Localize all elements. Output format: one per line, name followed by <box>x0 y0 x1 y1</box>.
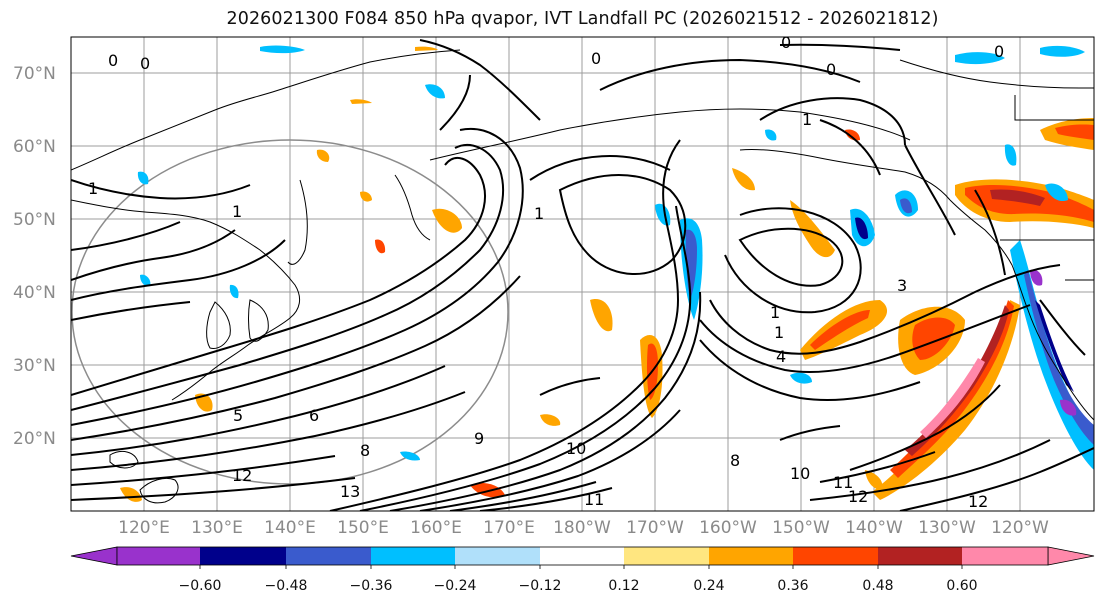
anomaly-fill <box>120 45 1094 502</box>
colorbar: −0.60 −0.48 −0.36 −0.24 −0.12 0.12 0.24 … <box>70 546 1095 594</box>
colorbar-segment <box>286 547 371 565</box>
colorbar-segment <box>200 547 286 565</box>
contour-label: 10 <box>790 464 810 483</box>
contour-label: 11 <box>833 473 853 492</box>
map-title: 2026021300 F084 850 hPa qvapor, IVT Land… <box>226 9 939 29</box>
longitude-labels: 120°E 130°E 140°E 150°E 160°E 170°E 180°… <box>118 518 1049 538</box>
contour-label: 12 <box>848 487 868 506</box>
contour-lines <box>71 39 1094 511</box>
colorbar-segment <box>371 547 455 565</box>
map-frame <box>70 36 1095 512</box>
contour-label: 5 <box>233 406 243 425</box>
colorbar-label: −0.24 <box>434 578 477 594</box>
colorbar-label: −0.60 <box>179 578 222 594</box>
contour-label: 0 <box>591 49 601 68</box>
colorbar-label: −0.36 <box>350 578 393 594</box>
contour-label: 0 <box>826 60 836 79</box>
colorbar-label: 0.60 <box>946 578 977 594</box>
contour-label: 3 <box>897 276 907 295</box>
coastlines <box>71 49 1094 504</box>
colorbar-segment <box>540 547 624 565</box>
contour-label: 4 <box>776 347 786 366</box>
lat-label: 70°N <box>13 64 56 84</box>
contour-label: 0 <box>140 54 150 73</box>
lon-label: 160°E <box>410 518 462 538</box>
contour-label: 0 <box>781 33 791 52</box>
lon-label: 130°E <box>191 518 243 538</box>
colorbar-right-extend <box>1047 546 1095 566</box>
contour-label: 1 <box>802 110 812 129</box>
contour-label: 1 <box>774 323 784 342</box>
lon-label: 140°E <box>264 518 316 538</box>
lat-label: 30°N <box>13 356 56 376</box>
lon-label: 140°W <box>845 518 903 538</box>
contour-label: 1 <box>232 202 242 221</box>
contour-label: 0 <box>994 42 1004 61</box>
colorbar-label: 0.12 <box>608 578 639 594</box>
gridlines <box>71 37 1094 511</box>
lon-label: 150°E <box>337 518 389 538</box>
lon-label: 180°W <box>553 518 611 538</box>
contour-label: 12 <box>232 466 252 485</box>
colorbar-label: −0.12 <box>519 578 562 594</box>
contour-label: 11 <box>584 490 604 509</box>
colorbar-label: 0.24 <box>693 578 724 594</box>
colorbar-segment <box>117 547 200 565</box>
colorbar-label: −0.48 <box>265 578 308 594</box>
lon-label: 170°W <box>626 518 684 538</box>
lon-label: 120°E <box>118 518 170 538</box>
lat-label: 20°N <box>13 429 56 449</box>
colorbar-segments <box>117 547 1048 565</box>
colorbar-left-extend <box>70 546 118 566</box>
colorbar-labels: −0.60 −0.48 −0.36 −0.24 −0.12 0.12 0.24 … <box>179 578 978 594</box>
colorbar-segment <box>455 547 540 565</box>
lat-label: 60°N <box>13 137 56 157</box>
lon-label: 150°W <box>772 518 830 538</box>
contour-label: 10 <box>566 439 586 458</box>
contour-label: 0 <box>108 51 118 70</box>
lon-label: 120°W <box>991 518 1049 538</box>
latitude-labels: 70°N 60°N 50°N 40°N 30°N 20°N <box>13 64 56 449</box>
colorbar-label: 0.48 <box>862 578 893 594</box>
contour-label: 8 <box>730 451 740 470</box>
lon-label: 160°W <box>699 518 757 538</box>
contour-label: 9 <box>474 429 484 448</box>
contour-label: 1 <box>534 204 544 223</box>
colorbar-segment <box>793 547 878 565</box>
contour-label: 8 <box>360 441 370 460</box>
colorbar-segment <box>709 547 793 565</box>
range-circle <box>71 139 509 485</box>
contour-label: 1 <box>770 303 780 322</box>
contour-label-group: 0 0 0 0 0 0 1 1 1 1 1 1 3 4 5 6 8 8 9 10… <box>88 33 1004 511</box>
colorbar-ticks <box>199 565 963 569</box>
contour-label: 6 <box>309 406 319 425</box>
lon-label: 170°E <box>483 518 535 538</box>
lat-label: 50°N <box>13 210 56 230</box>
contour-label: 12 <box>968 492 988 511</box>
lon-label: 130°W <box>918 518 976 538</box>
contour-label: 1 <box>88 179 98 198</box>
colorbar-label: 0.36 <box>777 578 808 594</box>
colorbar-segment <box>878 547 962 565</box>
lat-label: 40°N <box>13 283 56 303</box>
contour-label: 13 <box>340 482 360 501</box>
colorbar-segment <box>624 547 709 565</box>
colorbar-outline <box>116 546 1049 566</box>
colorbar-segment <box>962 547 1048 565</box>
